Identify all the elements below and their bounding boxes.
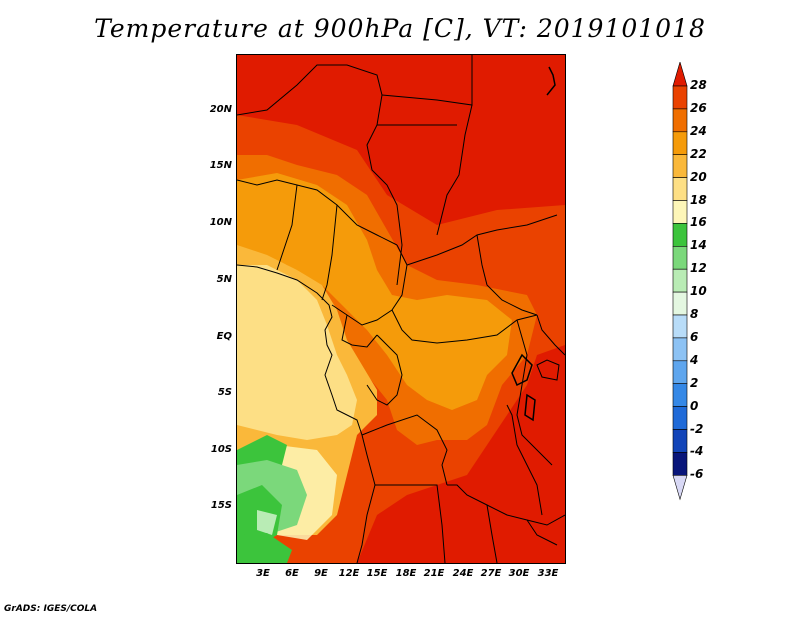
lon-tick-label: 21E xyxy=(423,568,445,579)
colorbar-swatch xyxy=(672,85,688,110)
colorbar-label: 12 xyxy=(690,261,707,276)
lon-tick-label: 30E xyxy=(508,568,530,579)
lat-tick-label: 5N xyxy=(216,274,232,285)
colorbar-label: -4 xyxy=(690,444,704,459)
colorbar xyxy=(672,62,688,501)
temp-band-22 xyxy=(237,173,512,410)
temp-band-18 xyxy=(237,265,357,440)
lon-tick-label: 12E xyxy=(338,568,360,579)
lakes xyxy=(511,66,556,422)
colorbar-swatch xyxy=(672,406,688,430)
lon-tick-label: 15E xyxy=(366,568,388,579)
colorbar-bottom-arrow xyxy=(672,475,688,501)
colorbar-label: 4 xyxy=(690,352,699,367)
lat-tick-label: 5S xyxy=(217,387,232,398)
colorbar-label: 6 xyxy=(690,329,699,344)
lat-tick-label: 20N xyxy=(209,104,232,115)
colorbar-label: 24 xyxy=(690,123,707,138)
temp-band-14c xyxy=(237,533,292,563)
lon-tick-label: 24E xyxy=(452,568,474,579)
colorbar-label: 28 xyxy=(690,78,707,92)
temp-band-10 xyxy=(257,510,277,535)
colorbar-label: 18 xyxy=(690,192,707,207)
colorbar-label: 26 xyxy=(690,100,707,115)
temperature-map xyxy=(237,55,565,563)
colorbar-label: 10 xyxy=(690,284,707,299)
colorbar-label: 8 xyxy=(690,307,699,321)
colorbar-swatch xyxy=(672,452,688,476)
colorbar-label: 2 xyxy=(690,375,699,390)
lon-tick-label: 18E xyxy=(395,568,417,579)
colorbar-label: -2 xyxy=(690,421,704,436)
colorbar-swatch xyxy=(672,383,688,407)
colorbar-swatch xyxy=(672,246,688,270)
colorbar-swatch xyxy=(672,291,688,316)
colorbar-label: -6 xyxy=(690,467,704,482)
colorbar-swatch xyxy=(672,223,688,247)
colorbar-label: 22 xyxy=(690,146,707,161)
footer-credit: GrADS: IGES/COLA xyxy=(4,604,98,614)
colorbar-label: 16 xyxy=(690,215,707,230)
lat-tick-label: EQ xyxy=(216,331,232,342)
country-borders xyxy=(237,55,565,563)
colorbar-swatch xyxy=(672,131,688,156)
lon-tick-label: 9E xyxy=(314,568,328,579)
lon-tick-label: 6E xyxy=(285,568,299,579)
lat-tick-label: 15N xyxy=(209,160,232,171)
colorbar-swatch xyxy=(672,177,688,201)
colorbar-top-arrow xyxy=(672,62,688,87)
colorbar-label: 0 xyxy=(690,398,699,413)
lat-tick-label: 15S xyxy=(210,500,232,511)
lon-tick-label: 27E xyxy=(480,568,502,579)
colorbar-swatch xyxy=(672,360,688,384)
colorbar-swatch xyxy=(672,154,688,178)
colorbar-label: 14 xyxy=(690,238,707,253)
chart-title: Temperature at 900hPa [C], VT: 201910101… xyxy=(94,14,706,43)
colorbar-swatch xyxy=(672,268,688,293)
colorbar-label: 20 xyxy=(690,169,707,184)
lat-tick-label: 10N xyxy=(209,217,232,228)
colorbar-swatch xyxy=(672,337,688,362)
colorbar-swatch xyxy=(672,314,688,339)
lon-tick-label: 3E xyxy=(256,568,270,579)
colorbar-swatch xyxy=(672,108,688,133)
map-frame[interactable] xyxy=(236,54,566,564)
lon-tick-label: 33E xyxy=(537,568,559,579)
lat-tick-label: 10S xyxy=(210,444,232,455)
colorbar-swatch xyxy=(672,200,688,224)
colorbar-swatch xyxy=(672,429,688,453)
